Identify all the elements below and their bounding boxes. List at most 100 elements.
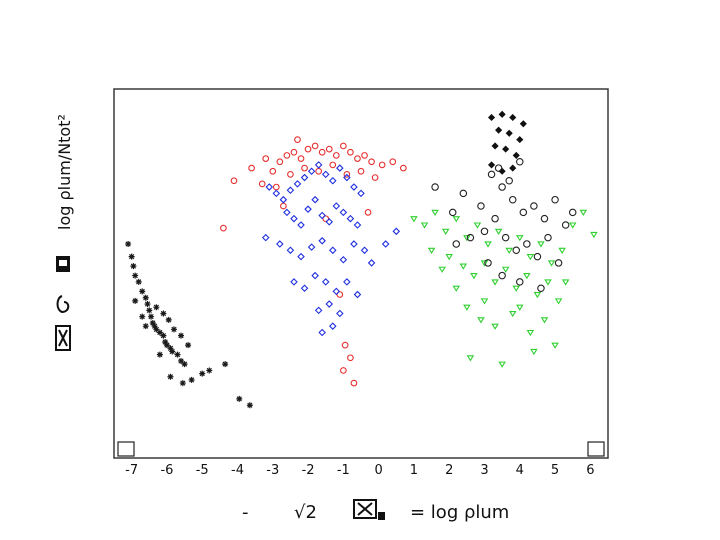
data-point <box>174 351 181 358</box>
x-tick-label: 6 <box>586 463 594 478</box>
data-point <box>431 183 439 191</box>
data-point <box>452 240 461 248</box>
data-point <box>153 326 160 333</box>
data-point <box>516 278 524 286</box>
data-point <box>163 342 170 349</box>
data-point <box>185 342 192 349</box>
data-point <box>516 235 524 242</box>
data-point <box>340 142 347 150</box>
data-point <box>287 171 294 178</box>
data-point <box>132 272 139 279</box>
x-tick-labels: -7 -6 -5 -4 -3 -2 -1 0 1 2 3 4 5 6 <box>125 463 594 478</box>
data-point <box>149 320 156 327</box>
data-point <box>554 298 563 305</box>
x-tick-label: -4 <box>231 463 244 478</box>
data-point <box>144 301 151 308</box>
data-point <box>480 227 489 236</box>
corner-box-left <box>117 441 135 457</box>
data-point <box>498 167 506 175</box>
data-point <box>167 373 174 380</box>
data-point <box>178 357 185 364</box>
data-point <box>343 173 351 182</box>
data-point <box>516 158 524 166</box>
x-axis-label-group: - √2 = log ρlum <box>242 499 509 523</box>
data-point <box>300 173 309 182</box>
data-point <box>328 322 337 330</box>
data-point <box>381 240 390 248</box>
data-point <box>341 341 349 349</box>
data-point <box>311 271 319 280</box>
data-point <box>297 252 305 261</box>
data-point <box>322 215 330 223</box>
data-point <box>516 136 524 144</box>
x-label-sqrt2: √2 <box>294 502 317 523</box>
data-point <box>156 329 163 336</box>
data-point <box>286 186 295 194</box>
data-point <box>336 164 344 172</box>
data-point <box>311 195 319 204</box>
data-point <box>544 279 552 286</box>
data-point <box>491 214 499 223</box>
y-axis-symbols <box>55 256 71 351</box>
data-point <box>311 142 319 150</box>
data-point <box>480 260 489 267</box>
data-point <box>222 361 229 368</box>
data-point <box>470 273 478 280</box>
data-marks <box>125 110 598 409</box>
data-point <box>498 271 506 280</box>
data-point <box>148 313 155 320</box>
data-point <box>265 183 274 191</box>
data-point <box>160 332 167 339</box>
data-point <box>261 233 270 242</box>
filled-square-inner-icon <box>59 260 67 266</box>
data-point <box>399 164 407 172</box>
data-point <box>371 174 379 181</box>
data-point <box>544 233 552 242</box>
data-point <box>427 247 436 254</box>
data-point <box>307 243 316 251</box>
data-point <box>466 355 475 362</box>
data-point <box>487 161 496 169</box>
data-point <box>300 284 309 293</box>
data-point <box>364 208 372 216</box>
x-tick-label: 0 <box>375 463 383 478</box>
data-point <box>561 279 570 286</box>
data-point <box>590 231 598 239</box>
data-point <box>325 145 333 153</box>
data-point <box>248 164 255 172</box>
data-point <box>452 216 461 223</box>
data-point <box>558 247 566 254</box>
data-point <box>328 246 337 255</box>
data-point <box>519 208 528 217</box>
y-axis-label: log ρlum/Ntot² <box>55 114 74 230</box>
data-point <box>533 252 542 261</box>
data-point <box>491 279 499 286</box>
data-point <box>304 205 312 213</box>
x-tick-label: -2 <box>302 463 315 478</box>
data-point <box>466 233 475 242</box>
data-point <box>339 208 348 217</box>
data-point <box>246 402 253 409</box>
data-point <box>170 326 177 333</box>
data-point <box>142 323 149 330</box>
data-point <box>505 247 513 254</box>
data-point <box>509 164 517 172</box>
data-point <box>463 235 471 242</box>
data-point <box>487 170 496 179</box>
data-point <box>579 209 588 217</box>
data-point <box>516 304 524 311</box>
data-point <box>537 284 545 292</box>
data-point <box>509 113 517 122</box>
data-point <box>512 285 521 292</box>
data-point <box>367 259 376 267</box>
data-point <box>132 297 139 304</box>
data-point <box>501 233 510 242</box>
data-point <box>508 310 517 318</box>
data-point <box>501 266 510 273</box>
x-tick-label: 5 <box>551 463 559 478</box>
data-point <box>272 189 281 198</box>
data-point <box>512 246 521 255</box>
data-point <box>321 278 330 286</box>
data-point <box>332 152 340 159</box>
data-point <box>293 180 302 188</box>
